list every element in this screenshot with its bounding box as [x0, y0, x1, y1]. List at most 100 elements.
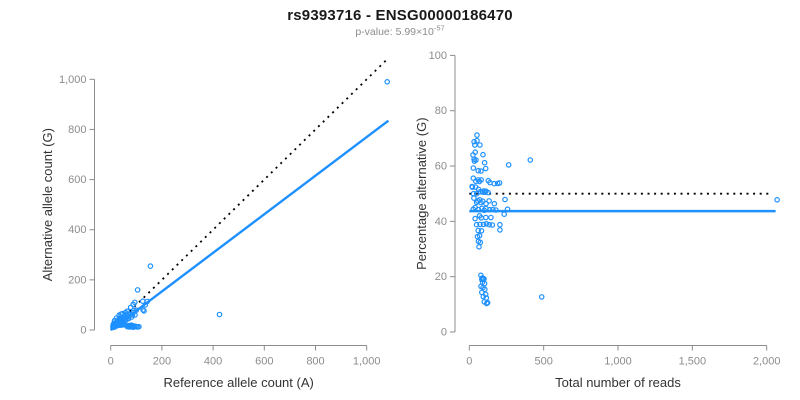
y-tick-label: 40	[435, 216, 447, 228]
data-point	[471, 195, 477, 201]
data-point	[141, 308, 147, 314]
x-tick-label: 600	[255, 356, 273, 368]
data-point	[504, 206, 511, 213]
data-point	[132, 312, 138, 318]
figure-title: rs9393716 - ENSG00000186470	[287, 7, 513, 24]
data-point	[475, 227, 482, 234]
data-point	[482, 189, 488, 196]
data-point	[482, 214, 489, 221]
data-point	[476, 244, 482, 250]
data-point	[472, 215, 478, 222]
data-point	[480, 151, 486, 158]
data-point	[482, 165, 489, 172]
x-tick-label: 200	[153, 356, 171, 368]
data-point	[493, 207, 499, 213]
data-point	[476, 197, 483, 203]
data-point	[476, 232, 483, 239]
data-point	[478, 228, 485, 234]
x-tick-label: 400	[204, 356, 222, 368]
data-point	[501, 211, 508, 218]
data-point	[489, 206, 496, 213]
data-point	[479, 189, 486, 195]
y-tick-label: 200	[68, 274, 86, 286]
data-point	[471, 138, 477, 145]
data-point	[384, 79, 391, 85]
data-point	[484, 299, 491, 306]
pvalue-subtitle: p-value: 5.99×10-57	[0, 23, 800, 38]
data-point	[502, 196, 508, 203]
data-point	[774, 197, 780, 203]
x-axis-title: Reference allele count (A)	[164, 375, 314, 390]
x-axis-title: Total number of reads	[555, 375, 681, 390]
figure-header: rs9393716 - ENSG00000186470 p-value: 5.9…	[0, 0, 800, 38]
x-tick-label: 1,500	[679, 356, 707, 368]
y-tick-label: 60	[435, 161, 447, 173]
data-point	[119, 322, 126, 328]
data-point	[527, 157, 534, 163]
y-tick-label: 0	[441, 327, 447, 339]
x-tick-label: 800	[306, 356, 324, 368]
y-axis-title: Percentage alternative (G)	[414, 117, 429, 269]
data-point	[476, 178, 483, 185]
data-point	[479, 205, 485, 212]
data-point	[473, 221, 480, 228]
data-point	[497, 227, 503, 233]
data-point	[488, 214, 494, 221]
data-point	[481, 159, 488, 166]
data-point	[483, 221, 490, 227]
y-tick-label: 400	[68, 224, 86, 236]
pvalue-base: p-value: 5.99×10	[355, 26, 434, 38]
data-point	[474, 137, 480, 144]
x-tick-label: 0	[466, 356, 472, 368]
y-tick-label: 80	[435, 105, 447, 117]
data-point	[477, 221, 483, 228]
data-point	[216, 311, 223, 318]
pvalue-exponent: -57	[433, 23, 445, 33]
x-tick-label: 1,000	[604, 356, 632, 368]
x-tick-label: 0	[108, 356, 114, 368]
y-tick-label: 100	[429, 50, 447, 62]
y-tick-label: 800	[68, 124, 86, 136]
data-point	[477, 142, 483, 148]
y-tick-label: 1,000	[59, 74, 87, 86]
data-point	[469, 183, 475, 190]
data-point	[491, 180, 498, 187]
y-axis-title: Alternative allele count (G)	[40, 128, 55, 281]
fit-line	[109, 119, 390, 331]
left-plot: 0 200 400 600 800 1,000 0 200 400 600 800 1,000 Refe…	[40, 57, 391, 390]
data-point	[483, 300, 490, 307]
data-point	[480, 221, 487, 228]
data-point	[485, 189, 492, 196]
data-point	[477, 189, 483, 195]
data-point	[142, 302, 149, 308]
data-point	[470, 165, 477, 171]
data-point	[481, 286, 488, 293]
data-point	[496, 180, 503, 186]
y-tick-label: 20	[435, 271, 447, 283]
data-point	[140, 307, 146, 313]
identity-line	[110, 57, 390, 331]
data-point	[491, 200, 498, 207]
data-point	[474, 132, 480, 138]
data-point	[478, 215, 485, 221]
data-point	[475, 167, 482, 174]
y-tick-label: 0	[80, 325, 86, 337]
data-point	[147, 263, 154, 269]
data-point	[486, 221, 493, 228]
data-point	[480, 293, 487, 300]
right-plot: 0 20 40 60 80 100 0 500 1,000 1,500 2,000 Total num…	[414, 50, 780, 390]
y-tick-label: 600	[68, 174, 86, 186]
data-point	[478, 168, 484, 174]
data-point	[136, 323, 142, 330]
x-tick-label: 500	[534, 356, 552, 368]
data-point	[472, 178, 479, 185]
data-point	[132, 299, 138, 306]
data-point	[471, 158, 478, 164]
data-point	[134, 287, 141, 293]
data-point	[538, 294, 545, 300]
data-point	[489, 222, 496, 228]
x-tick-label: 1,000	[353, 356, 381, 368]
data-point	[471, 142, 478, 148]
x-tick-label: 2,000	[753, 356, 781, 368]
